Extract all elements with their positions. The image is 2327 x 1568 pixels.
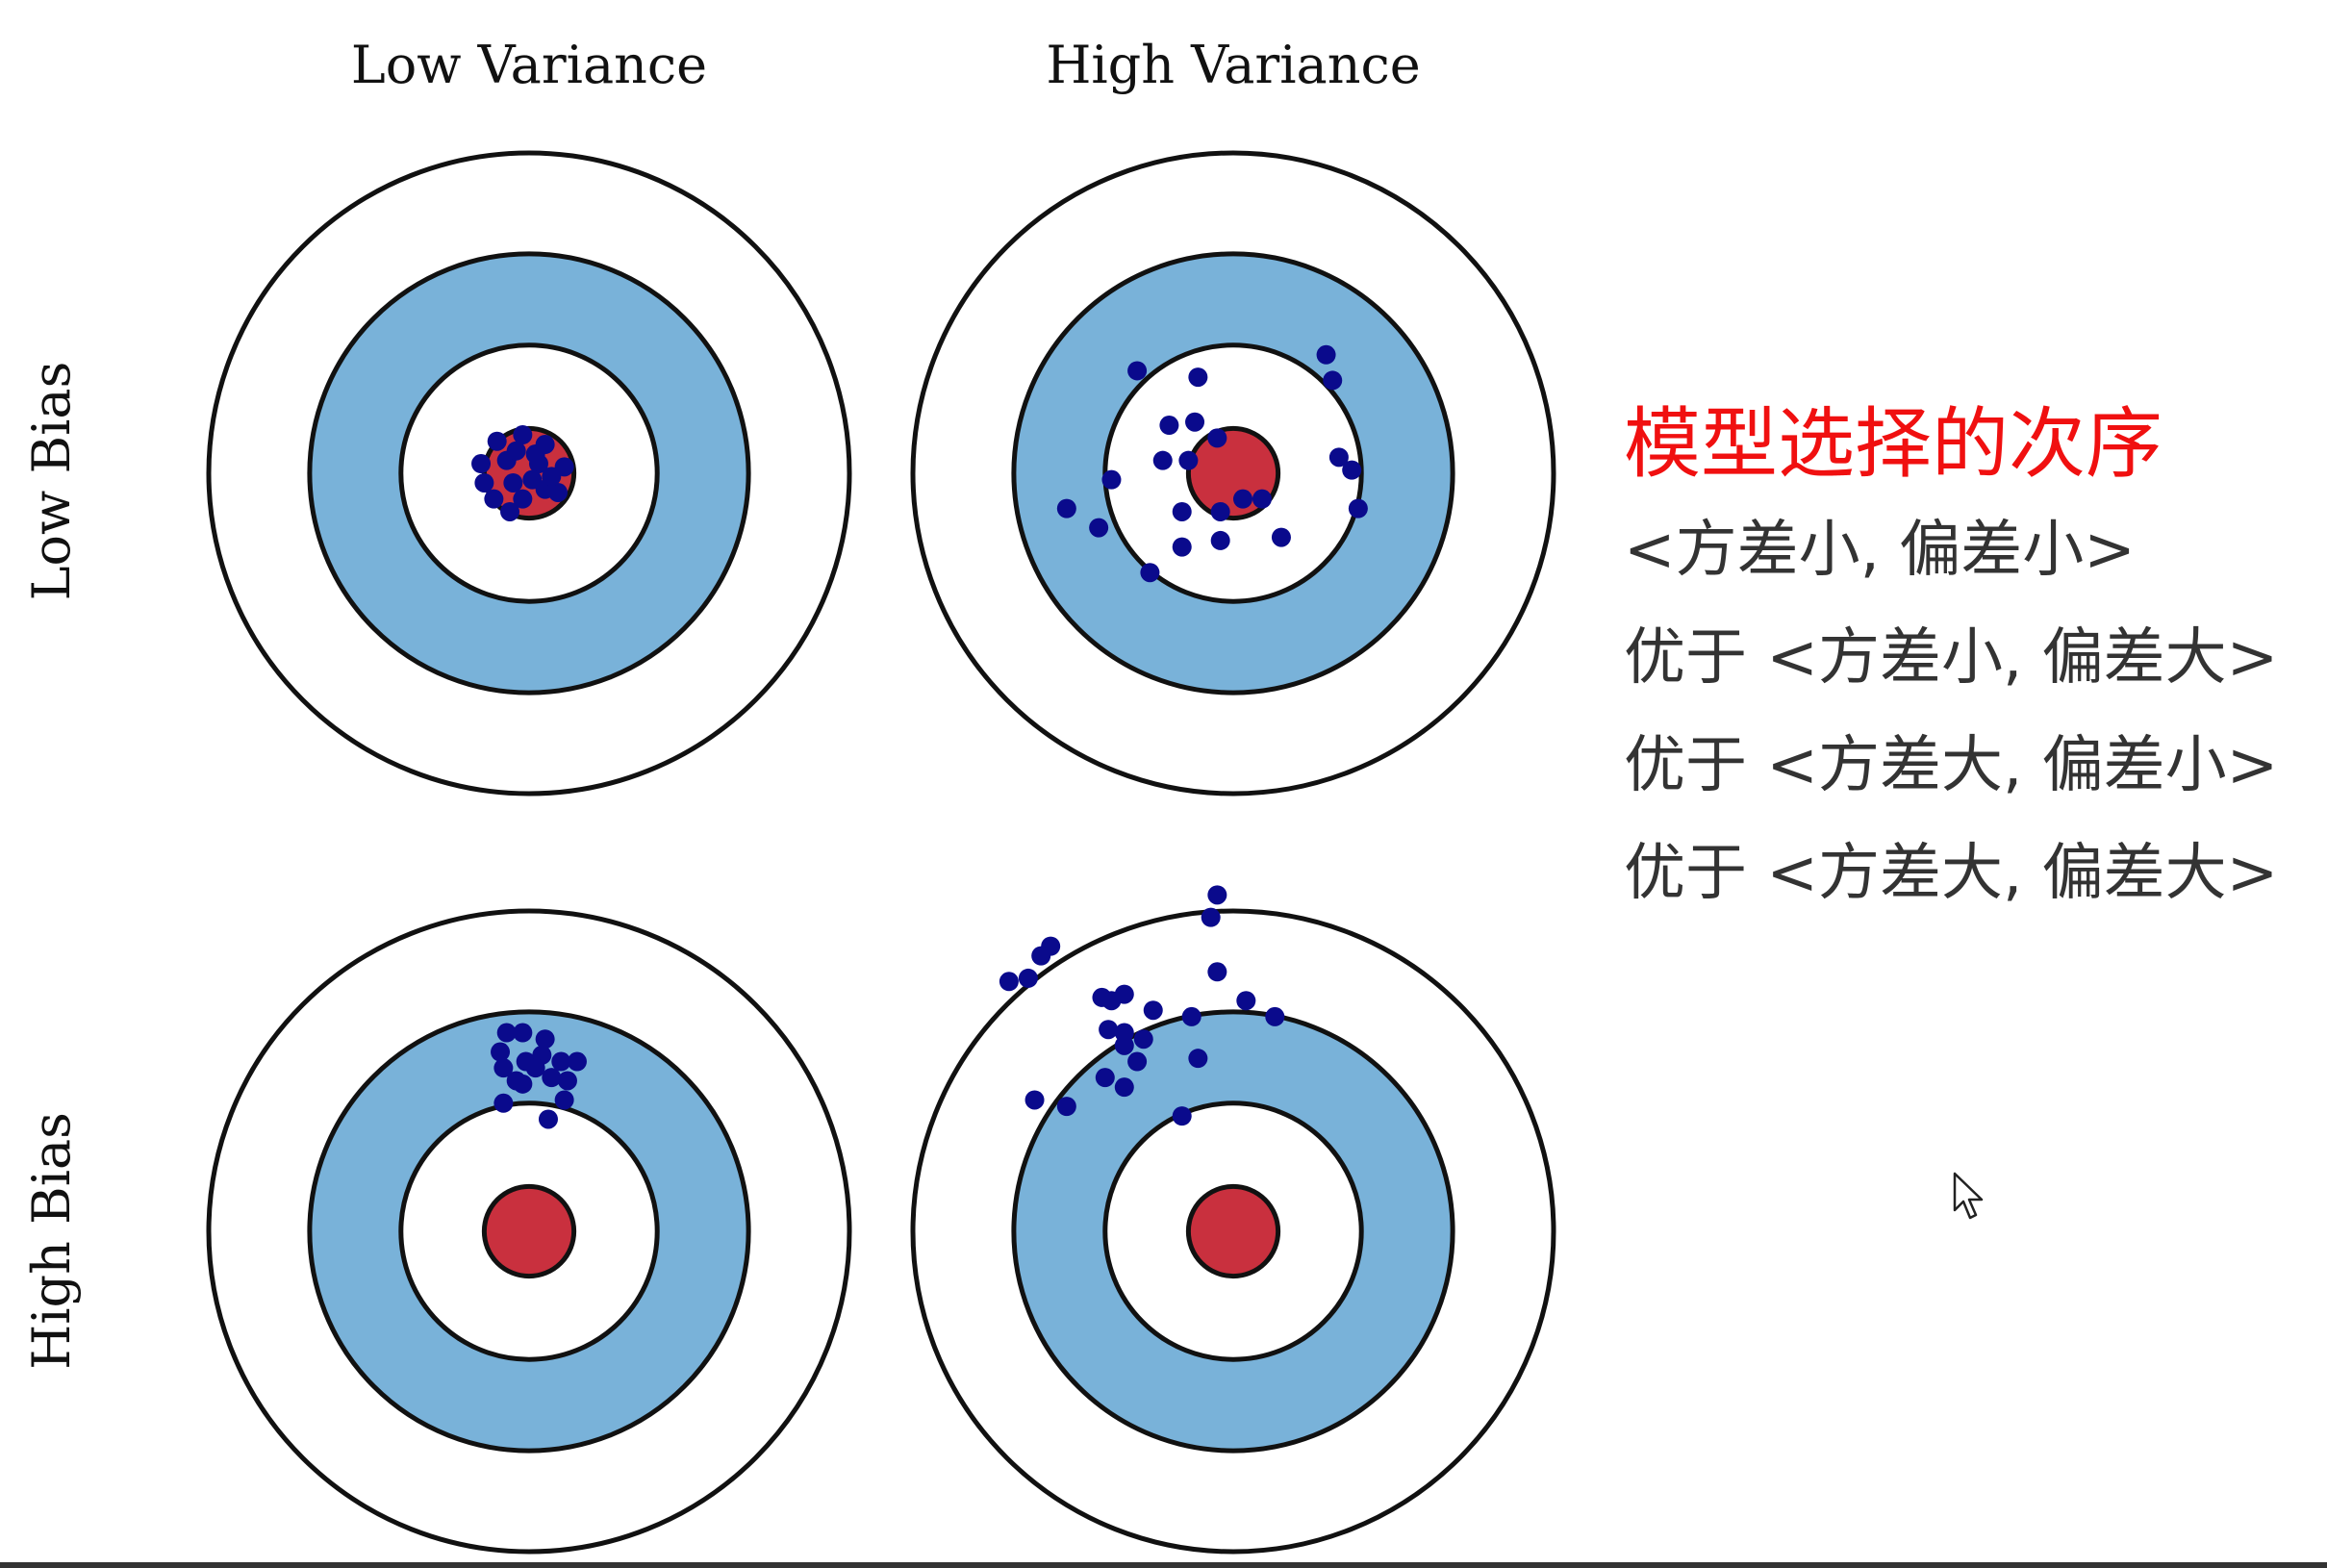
hit-dot — [554, 1090, 574, 1110]
hit-dot — [1143, 1000, 1163, 1021]
hit-dot — [513, 489, 533, 509]
hit-dot — [471, 454, 492, 474]
hit-dot — [1056, 1097, 1076, 1117]
hit-dot — [1207, 885, 1227, 905]
hit-dot — [525, 444, 545, 465]
hit-dot — [1127, 1051, 1148, 1072]
hit-dot — [513, 425, 533, 445]
hit-dot — [503, 472, 523, 493]
hit-dot — [1133, 1029, 1153, 1050]
hit-dot — [506, 441, 526, 461]
target-low-bias-high-variance — [910, 150, 1556, 797]
hit-dot — [999, 972, 1019, 992]
hit-dot — [1265, 1006, 1285, 1026]
bullseye — [481, 1183, 577, 1279]
hit-dot — [1210, 501, 1230, 521]
hit-dot — [513, 1023, 533, 1043]
hit-dot — [542, 467, 562, 487]
panel-line-1: <方差小, 偏差小> — [1624, 515, 2136, 586]
panel-line-2: 优于 <方差小, 偏差大> — [1624, 622, 2279, 694]
hit-dot — [1031, 946, 1051, 966]
row-label-high-bias: High Bias — [21, 1112, 82, 1370]
hit-dot — [538, 1109, 558, 1129]
hit-dot — [1018, 968, 1038, 988]
hit-dot — [1172, 1106, 1192, 1126]
hit-dot — [1101, 991, 1122, 1011]
bias-variance-diagram: Low Variance High Variance Low Bias High… — [21, 35, 1556, 1555]
panel-line-4: 优于 <方差大, 偏差大> — [1624, 838, 2279, 909]
hit-dot — [1185, 412, 1205, 432]
hit-dot — [487, 431, 507, 451]
hit-dot — [1114, 1077, 1134, 1098]
bottom-edge-bar — [0, 1562, 2327, 1568]
mouse-pointer-icon — [1953, 1172, 1984, 1220]
hit-dot — [1101, 469, 1122, 490]
hit-dot — [1232, 489, 1252, 509]
hit-dot — [513, 1074, 533, 1094]
hit-dot — [1328, 447, 1349, 468]
hit-dot — [1342, 460, 1362, 480]
target-high-bias-low-variance — [206, 908, 852, 1555]
row-label-low-bias: Low Bias — [21, 362, 82, 601]
bullseye — [1185, 1183, 1281, 1279]
hit-dot — [1188, 367, 1208, 388]
hit-dot — [1056, 498, 1076, 518]
hit-dot — [1172, 537, 1192, 557]
hit-dot — [547, 482, 568, 502]
hit-dot — [1236, 991, 1256, 1011]
hit-dot — [1348, 498, 1368, 518]
hit-dot — [1114, 1035, 1134, 1055]
target-low-bias-low-variance — [206, 150, 852, 797]
hit-dot — [567, 1051, 587, 1072]
hit-dot — [500, 501, 520, 521]
hit-dot — [1159, 416, 1179, 436]
hit-dot — [493, 1058, 514, 1078]
model-selection-panel: 模型选择的次序 <方差小, 偏差小> 优于 <方差小, 偏差大> 优于 <方差大… — [1624, 402, 2316, 950]
hit-dot — [493, 1093, 514, 1113]
hit-dot — [1181, 1006, 1201, 1026]
hit-dot — [1271, 527, 1291, 547]
hit-dot — [522, 469, 543, 490]
target-high-bias-high-variance — [910, 885, 1556, 1555]
hit-dot — [1024, 1090, 1045, 1110]
hit-dot — [535, 1029, 555, 1050]
hit-dot — [1210, 530, 1230, 550]
hit-dot — [542, 1068, 562, 1088]
hit-dot — [1323, 370, 1343, 391]
hit-dot — [525, 1058, 545, 1078]
hit-dot — [491, 1042, 511, 1062]
hit-dot — [551, 1051, 571, 1072]
hit-dot — [1188, 1049, 1208, 1069]
hit-dot — [1140, 563, 1160, 583]
hit-dot — [1178, 450, 1199, 470]
hit-dot — [1099, 1020, 1119, 1040]
hit-dot — [474, 472, 494, 493]
targets-layer — [206, 150, 1556, 1555]
hit-dot — [1172, 501, 1192, 521]
hit-dot — [1207, 962, 1227, 982]
panel-line-3: 优于 <方差大, 偏差小> — [1624, 730, 2279, 801]
hit-dot — [496, 1023, 517, 1043]
hit-dot — [1095, 1068, 1115, 1088]
hit-dot — [1201, 907, 1221, 927]
hit-dot — [484, 489, 504, 509]
hit-dot — [557, 1071, 577, 1091]
column-label-low-variance: Low Variance — [351, 35, 707, 95]
column-label-high-variance: High Variance — [1046, 35, 1420, 95]
panel-title: 模型选择的次序 — [1624, 399, 2163, 489]
hit-dot — [1316, 344, 1336, 365]
hit-dot — [1089, 518, 1109, 538]
hit-dot — [1152, 450, 1173, 470]
hit-dot — [1127, 361, 1148, 381]
hit-dot — [1252, 489, 1272, 509]
hit-dot — [1207, 428, 1227, 448]
